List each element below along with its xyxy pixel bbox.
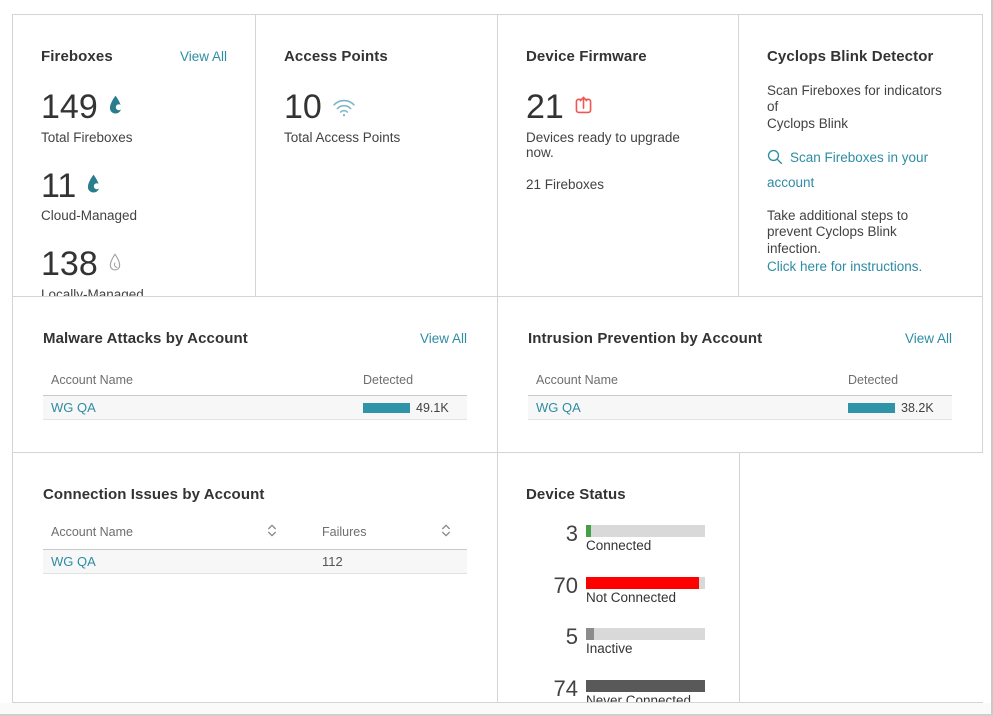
flame-outline-icon xyxy=(107,253,123,278)
upgrade-icon xyxy=(573,95,594,121)
connected-bar-track xyxy=(586,525,705,537)
total-access-points-value: 10 xyxy=(284,88,322,126)
connection-table-header: Account Name Failures xyxy=(43,523,467,550)
column-header-account-name: Account Name xyxy=(51,373,133,387)
intrusion-prevention-card: Intrusion Prevention by Account View All… xyxy=(498,297,983,453)
device-firmware-title: Device Firmware xyxy=(526,48,647,65)
access-points-title: Access Points xyxy=(284,48,388,65)
status-row-connected: 3 Connected xyxy=(526,521,711,554)
not-connected-label: Not Connected xyxy=(586,589,677,605)
not-connected-count: 70 xyxy=(553,572,578,598)
failures-value: 112 xyxy=(322,554,343,569)
dashboard-grid: Fireboxes View All 149 Total Fireboxes 1… xyxy=(12,14,983,703)
empty-cell xyxy=(740,453,983,703)
total-fireboxes-value: 149 xyxy=(41,88,98,126)
column-header-detected: Detected xyxy=(848,373,899,387)
firmware-upgrade-label: Devices ready to upgrade now. xyxy=(526,129,680,160)
scan-fireboxes-link-label: Scan Fireboxes in your account xyxy=(767,150,929,190)
status-row-not-connected: 70 Not Connected xyxy=(526,572,711,606)
column-header-account-name[interactable]: Account Name xyxy=(51,523,322,541)
device-status-title: Device Status xyxy=(526,486,626,503)
malware-table: Account Name Detected WG QA 49.1K xyxy=(43,373,467,420)
inactive-bar-fill xyxy=(586,628,595,641)
intrusion-table-row[interactable]: WG QA 38.2K xyxy=(528,396,952,420)
total-access-points-label: Total Access Points xyxy=(284,129,401,145)
total-fireboxes-label: Total Fireboxes xyxy=(41,129,133,145)
malware-view-all-link[interactable]: View All xyxy=(419,331,467,346)
fireboxes-title: Fireboxes xyxy=(41,48,113,65)
cyclops-title: Cyclops Blink Detector xyxy=(767,48,934,65)
status-row-never-connected: 74 Never Connected xyxy=(526,675,711,703)
malware-attacks-card: Malware Attacks by Account View All Acco… xyxy=(13,297,498,453)
locally-managed-value: 138 xyxy=(41,245,98,284)
connection-issues-table: Account Name Failures WG QA 112 xyxy=(43,523,467,574)
malware-table-row[interactable]: WG QA 49.1K xyxy=(43,396,467,420)
cyclops-blink-card: Cyclops Blink Detector Scan Fireboxes fo… xyxy=(739,15,983,297)
scan-fireboxes-link[interactable]: Scan Fireboxes in your account xyxy=(767,147,954,193)
account-link[interactable]: WG QA xyxy=(51,554,96,569)
page-bottom-strip xyxy=(0,703,991,714)
column-header-detected: Detected xyxy=(363,373,414,387)
fireboxes-card: Fireboxes View All 149 Total Fireboxes 1… xyxy=(13,15,256,297)
firmware-fireboxes-count: 21 Fireboxes xyxy=(526,176,605,192)
total-access-points-stat: 10 Total Access Points xyxy=(284,88,469,145)
status-row-inactive: 5 Inactive xyxy=(526,624,711,657)
connected-count: 3 xyxy=(565,521,578,546)
cyclops-description: Scan Fireboxes for indicators of Cyclops… xyxy=(767,83,942,131)
detected-bar xyxy=(848,402,895,413)
cloud-managed-label: Cloud-Managed xyxy=(41,208,138,224)
malware-table-header: Account Name Detected xyxy=(43,373,467,396)
intrusion-prevention-title: Intrusion Prevention by Account xyxy=(528,330,763,347)
account-link[interactable]: WG QA xyxy=(536,400,581,415)
never-connected-label: Never Connected xyxy=(586,692,692,703)
never-connected-bar-fill xyxy=(586,679,705,692)
intrusion-table-header: Account Name Detected xyxy=(528,373,952,396)
never-connected-bar-track xyxy=(586,679,705,692)
locally-managed-label: Locally-Managed xyxy=(41,287,144,297)
firmware-upgrade-stat: 21 Devices ready to upgrade now. 21 Fire… xyxy=(526,88,710,192)
cloud-managed-value: 11 xyxy=(41,166,77,205)
access-points-card: Access Points 10 Total Access Points xyxy=(256,15,498,297)
column-header-account-name: Account Name xyxy=(536,373,618,387)
search-icon xyxy=(767,150,783,168)
detected-value: 38.2K xyxy=(901,400,934,415)
locally-managed-stat: 138 Locally-Managed xyxy=(41,245,227,297)
total-fireboxes-stat: 149 Total Fireboxes xyxy=(41,88,227,145)
instructions-link[interactable]: Click here for instructions. xyxy=(767,259,923,274)
column-header-failures[interactable]: Failures xyxy=(322,523,459,541)
firmware-upgrade-value: 21 xyxy=(526,88,564,126)
sort-icon[interactable] xyxy=(441,523,451,541)
cloud-managed-stat: 11 Cloud-Managed xyxy=(41,166,227,224)
detected-value: 49.1K xyxy=(416,400,449,415)
connection-issues-title: Connection Issues by Account xyxy=(43,486,265,503)
intrusion-view-all-link[interactable]: View All xyxy=(904,331,952,346)
flame-icon xyxy=(107,95,124,121)
inactive-count: 5 xyxy=(565,624,578,650)
device-status-card: Device Status 3 Connected 70 xyxy=(498,453,740,703)
not-connected-bar-track xyxy=(586,576,705,589)
inactive-label: Inactive xyxy=(586,641,633,657)
malware-attacks-title: Malware Attacks by Account xyxy=(43,330,248,347)
inactive-bar-track xyxy=(586,628,705,641)
cyclops-note: Take additional steps to prevent Cyclops… xyxy=(767,207,909,256)
device-firmware-card: Device Firmware 21 Devices ready to upgr… xyxy=(498,15,739,297)
connection-table-row[interactable]: WG QA 112 xyxy=(43,550,467,574)
window-bottom-edge xyxy=(0,714,993,716)
wifi-icon xyxy=(331,97,357,123)
connected-bar-fill xyxy=(586,525,591,537)
window-right-edge xyxy=(991,0,993,716)
not-connected-bar-fill xyxy=(586,576,700,589)
sort-icon[interactable] xyxy=(267,523,277,541)
device-status-list: 3 Connected 70 Not Connected xyxy=(526,521,711,703)
fireboxes-view-all-link[interactable]: View All xyxy=(179,49,227,64)
never-connected-count: 74 xyxy=(553,675,578,701)
detected-bar xyxy=(363,402,410,413)
connected-label: Connected xyxy=(586,538,652,553)
intrusion-table: Account Name Detected WG QA 38.2K xyxy=(528,373,952,420)
connection-issues-card: Connection Issues by Account Account Nam… xyxy=(13,453,498,703)
flame-icon xyxy=(85,174,102,200)
account-link[interactable]: WG QA xyxy=(51,400,96,415)
